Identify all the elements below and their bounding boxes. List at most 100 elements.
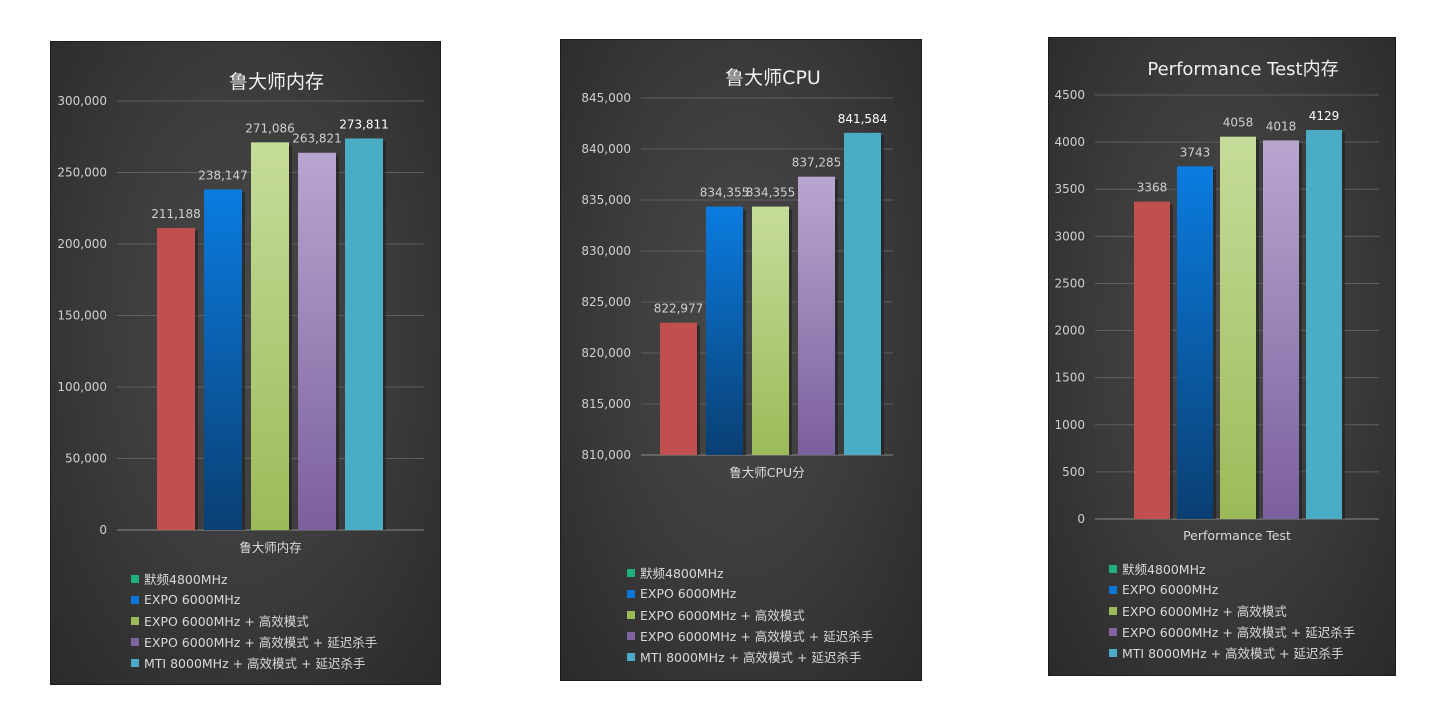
- y-tick-label: 835,000: [581, 193, 631, 207]
- y-tick-label: 1500: [1054, 371, 1085, 385]
- legend-swatch-icon: [627, 652, 635, 661]
- bar-series-5: [345, 138, 383, 531]
- legend-swatch-icon: [131, 637, 139, 646]
- legend-label: EXPO 6000MHz + 高效模式 + 延迟杀手: [1122, 625, 1356, 640]
- bar-series-3: [1220, 136, 1256, 519]
- legend-swatch-icon: [131, 616, 139, 625]
- data-label: 4018: [1266, 119, 1297, 133]
- legend-item: EXPO 6000MHz: [627, 583, 873, 604]
- legend-label: EXPO 6000MHz + 高效模式: [144, 614, 309, 629]
- legend-swatch-icon: [1109, 564, 1117, 573]
- legend-label: MTI 8000MHz + 高效模式 + 延迟杀手: [640, 650, 862, 665]
- y-tick-label: 3500: [1054, 182, 1085, 196]
- bar-series-4: [298, 152, 336, 530]
- chart-panel-performance-test-memory: Performance Test内存 0 500 1000 1500 2000 2500 30…: [1048, 37, 1396, 676]
- legend-label: EXPO 6000MHz + 高效模式: [1122, 604, 1287, 619]
- legend-swatch-icon: [627, 631, 635, 640]
- y-tick-label: 4500: [1054, 88, 1085, 102]
- legend-item: EXPO 6000MHz + 高效模式: [1109, 600, 1355, 621]
- bar-series-5: [844, 132, 881, 455]
- legend-item: MTI 8000MHz + 高效模式 + 延迟杀手: [627, 646, 873, 667]
- legend-swatch-icon: [1109, 648, 1117, 657]
- bar-series-3: [251, 142, 289, 530]
- legend-item: EXPO 6000MHz: [1109, 579, 1355, 600]
- data-label: 841,584: [838, 112, 888, 126]
- legend-item: 默频4800MHz: [131, 568, 377, 589]
- legend-item: 默频4800MHz: [627, 562, 873, 583]
- y-tick-label: 3000: [1054, 229, 1085, 243]
- y-tick-label: 840,000: [581, 142, 631, 156]
- legend-label: 默频4800MHz: [1122, 562, 1206, 577]
- chart-legend: 默频4800MHz EXPO 6000MHz EXPO 6000MHz + 高效模式…: [627, 562, 873, 667]
- legend-item: EXPO 6000MHz + 高效模式: [627, 604, 873, 625]
- data-label: 271,086: [245, 121, 295, 135]
- bar-series-2: [1177, 166, 1213, 519]
- legend-item: 默频4800MHz: [1109, 558, 1355, 579]
- x-category-label: 鲁大师CPU分: [729, 465, 804, 480]
- y-tick-label: 4000: [1054, 135, 1085, 149]
- bar-series-2: [706, 206, 743, 455]
- x-category-label: Performance Test: [1183, 528, 1291, 543]
- y-tick-label: 150,000: [57, 309, 107, 323]
- legend-swatch-icon: [131, 574, 139, 583]
- data-label: 238,147: [198, 168, 248, 182]
- legend-swatch-icon: [131, 595, 139, 604]
- legend-label: EXPO 6000MHz + 高效模式 + 延迟杀手: [640, 629, 874, 644]
- y-tick-label: 0: [1077, 512, 1085, 526]
- bar-series-1: [1134, 201, 1170, 520]
- y-tick-label: 0: [99, 523, 107, 537]
- y-tick-label: 1000: [1054, 418, 1085, 432]
- y-tick-label: 810,000: [581, 448, 631, 462]
- y-tick-label: 2000: [1054, 324, 1085, 338]
- legend-label: MTI 8000MHz + 高效模式 + 延迟杀手: [144, 656, 366, 671]
- y-tick-label: 300,000: [57, 94, 107, 108]
- chart-legend: 默频4800MHz EXPO 6000MHz EXPO 6000MHz + 高效模式…: [131, 568, 377, 673]
- bar-series-1: [660, 322, 697, 455]
- chart-title: Performance Test内存: [1147, 59, 1338, 80]
- chart-legend: 默频4800MHz EXPO 6000MHz EXPO 6000MHz + 高效模式…: [1109, 558, 1355, 663]
- y-tick-label: 825,000: [581, 295, 631, 309]
- y-tick-label: 845,000: [581, 91, 631, 105]
- data-label: 4129: [1309, 109, 1340, 123]
- chart-svg: Performance Test内存 0 500 1000 1500 2000 2500 30…: [1054, 59, 1379, 543]
- legend-label: EXPO 6000MHz: [144, 592, 241, 607]
- y-tick-label: 830,000: [581, 244, 631, 258]
- chart-title: 鲁大师内存: [229, 71, 324, 93]
- legend-item: EXPO 6000MHz + 高效模式: [131, 610, 377, 631]
- legend-swatch-icon: [627, 589, 635, 598]
- bar-series-2: [204, 189, 242, 531]
- legend-label: EXPO 6000MHz + 高效模式: [640, 608, 805, 623]
- legend-item: EXPO 6000MHz: [131, 589, 377, 610]
- data-label: 822,977: [654, 302, 704, 316]
- data-label: 273,811: [339, 117, 389, 131]
- y-tick-label: 820,000: [581, 346, 631, 360]
- legend-swatch-icon: [1109, 585, 1117, 594]
- legend-label: MTI 8000MHz + 高效模式 + 延迟杀手: [1122, 646, 1344, 661]
- legend-label: EXPO 6000MHz: [1122, 582, 1219, 597]
- legend-swatch-icon: [131, 658, 139, 667]
- chart-panel-ludashi-memory: 鲁大师内存 0 50,000 100,000 150,000 200,000 250,000…: [50, 41, 441, 685]
- legend-swatch-icon: [1109, 627, 1117, 636]
- chart-svg: 鲁大师CPU 810,000 815,000 820,000 825,000 830,00…: [581, 67, 893, 480]
- bar-series-4: [1263, 140, 1299, 519]
- y-tick-label: 250,000: [57, 166, 107, 180]
- x-category-label: 鲁大师内存: [239, 540, 302, 555]
- bar-series-3: [752, 206, 789, 455]
- legend-label: EXPO 6000MHz + 高效模式 + 延迟杀手: [144, 635, 378, 650]
- bar-series-5: [1306, 129, 1342, 519]
- data-label: 263,821: [292, 132, 342, 146]
- chart-panel-ludashi-cpu: 鲁大师CPU 810,000 815,000 820,000 825,000 830,00…: [560, 39, 922, 681]
- data-label: 834,355: [746, 186, 796, 200]
- data-label: 4058: [1223, 116, 1254, 130]
- chart-title: 鲁大师CPU: [725, 67, 821, 89]
- legend-label: 默频4800MHz: [640, 566, 724, 581]
- bar-series-4: [798, 176, 835, 455]
- y-tick-label: 50,000: [65, 452, 107, 466]
- legend-label: 默频4800MHz: [144, 572, 228, 587]
- data-label: 3743: [1180, 145, 1211, 159]
- chart-svg: 鲁大师内存 0 50,000 100,000 150,000 200,000 250,000…: [57, 71, 424, 555]
- legend-swatch-icon: [627, 610, 635, 619]
- y-tick-label: 500: [1062, 465, 1085, 479]
- legend-swatch-icon: [627, 568, 635, 577]
- y-tick-label: 2500: [1054, 276, 1085, 290]
